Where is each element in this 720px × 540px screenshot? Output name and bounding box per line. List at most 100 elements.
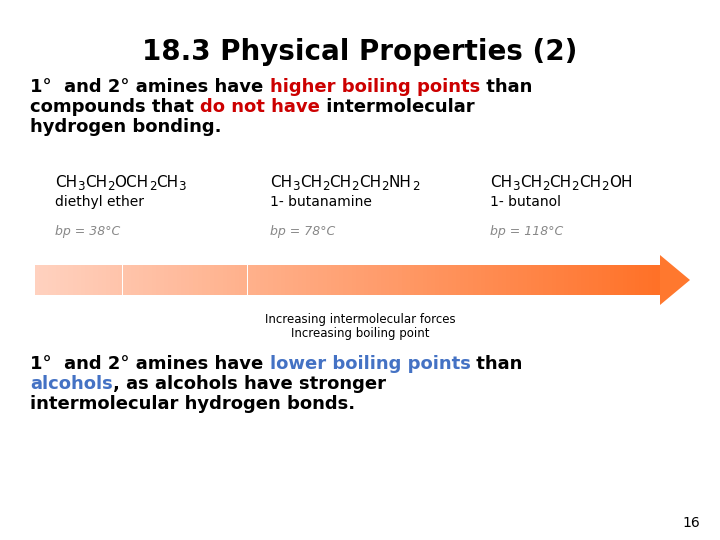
Polygon shape — [297, 265, 302, 295]
Polygon shape — [448, 265, 451, 295]
Polygon shape — [635, 265, 639, 295]
Polygon shape — [610, 265, 614, 295]
Text: CH: CH — [55, 175, 77, 190]
Polygon shape — [173, 265, 176, 295]
Text: OH: OH — [609, 175, 632, 190]
Polygon shape — [402, 265, 406, 295]
Polygon shape — [160, 265, 164, 295]
Polygon shape — [489, 265, 493, 295]
Text: 3: 3 — [179, 180, 186, 193]
Text: intermolecular: intermolecular — [320, 98, 474, 116]
Polygon shape — [360, 265, 364, 295]
Polygon shape — [410, 265, 414, 295]
Polygon shape — [623, 265, 626, 295]
Polygon shape — [472, 265, 477, 295]
Polygon shape — [343, 265, 348, 295]
Text: diethyl ether: diethyl ether — [55, 195, 144, 209]
Polygon shape — [260, 265, 264, 295]
Polygon shape — [614, 265, 618, 295]
Text: CH: CH — [156, 175, 179, 190]
Polygon shape — [639, 265, 644, 295]
Polygon shape — [81, 265, 85, 295]
Polygon shape — [318, 265, 323, 295]
Polygon shape — [118, 265, 122, 295]
Polygon shape — [335, 265, 339, 295]
Polygon shape — [152, 265, 156, 295]
Polygon shape — [626, 265, 631, 295]
Polygon shape — [444, 265, 448, 295]
Polygon shape — [52, 265, 56, 295]
Text: CH: CH — [580, 175, 601, 190]
Polygon shape — [269, 265, 272, 295]
Polygon shape — [210, 265, 214, 295]
Polygon shape — [214, 265, 218, 295]
Text: CH: CH — [520, 175, 542, 190]
Polygon shape — [556, 265, 560, 295]
Polygon shape — [248, 265, 252, 295]
Polygon shape — [589, 265, 593, 295]
Text: 1°  and 2° amines have: 1° and 2° amines have — [30, 355, 269, 373]
Polygon shape — [631, 265, 635, 295]
Polygon shape — [339, 265, 343, 295]
Polygon shape — [427, 265, 431, 295]
Polygon shape — [393, 265, 397, 295]
Text: bp = 78°C: bp = 78°C — [270, 225, 336, 238]
Polygon shape — [323, 265, 327, 295]
Polygon shape — [397, 265, 402, 295]
Polygon shape — [456, 265, 460, 295]
Polygon shape — [197, 265, 202, 295]
Text: NH: NH — [389, 175, 412, 190]
Polygon shape — [390, 265, 393, 295]
Polygon shape — [148, 265, 152, 295]
Polygon shape — [327, 265, 330, 295]
Text: than: than — [470, 355, 523, 373]
Polygon shape — [122, 265, 127, 295]
Text: CH: CH — [330, 175, 351, 190]
Text: 1- butanol: 1- butanol — [490, 195, 561, 209]
Polygon shape — [222, 265, 227, 295]
Polygon shape — [218, 265, 222, 295]
Polygon shape — [406, 265, 410, 295]
Text: 3: 3 — [77, 180, 85, 193]
Text: , as alcohols have stronger: , as alcohols have stronger — [113, 375, 386, 393]
Polygon shape — [439, 265, 444, 295]
Polygon shape — [235, 265, 239, 295]
Polygon shape — [252, 265, 256, 295]
Polygon shape — [89, 265, 94, 295]
Text: CH: CH — [549, 175, 572, 190]
Polygon shape — [552, 265, 556, 295]
Polygon shape — [43, 265, 48, 295]
Polygon shape — [377, 265, 381, 295]
Polygon shape — [477, 265, 481, 295]
Polygon shape — [356, 265, 360, 295]
Text: 2: 2 — [107, 180, 114, 193]
Polygon shape — [181, 265, 185, 295]
Text: alcohols: alcohols — [30, 375, 113, 393]
Polygon shape — [602, 265, 606, 295]
Polygon shape — [435, 265, 439, 295]
Polygon shape — [85, 265, 89, 295]
Polygon shape — [523, 265, 526, 295]
Polygon shape — [564, 265, 568, 295]
Polygon shape — [60, 265, 64, 295]
Text: than: than — [480, 78, 532, 96]
Polygon shape — [660, 255, 690, 305]
Polygon shape — [647, 265, 652, 295]
Polygon shape — [94, 265, 97, 295]
Polygon shape — [544, 265, 547, 295]
Text: CH: CH — [490, 175, 512, 190]
Polygon shape — [414, 265, 418, 295]
Polygon shape — [618, 265, 623, 295]
Polygon shape — [68, 265, 73, 295]
Polygon shape — [506, 265, 510, 295]
Text: CH: CH — [270, 175, 292, 190]
Polygon shape — [502, 265, 506, 295]
Polygon shape — [364, 265, 369, 295]
Polygon shape — [514, 265, 518, 295]
Text: 2: 2 — [601, 180, 609, 193]
Polygon shape — [97, 265, 102, 295]
Polygon shape — [35, 265, 39, 295]
Polygon shape — [106, 265, 110, 295]
Text: 3: 3 — [512, 180, 520, 193]
Polygon shape — [431, 265, 435, 295]
